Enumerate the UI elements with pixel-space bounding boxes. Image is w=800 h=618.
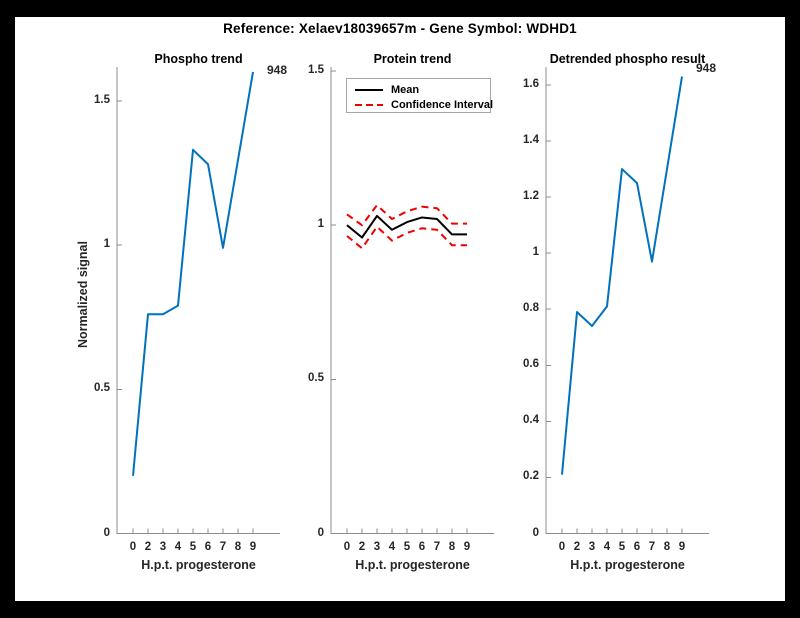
x-tick-label: 7	[219, 541, 227, 553]
subplot-title-protein-trend: Protein trend	[373, 52, 452, 66]
x-tick-label: 0	[129, 541, 137, 553]
x-tick-label: 7	[648, 541, 656, 553]
y-tick-label: 1	[532, 246, 539, 259]
x-axis-label-detrended: H.p.t. progesterone	[570, 558, 685, 572]
legend-label-confidence-interval: Confidence Interval	[391, 98, 494, 111]
legend-label-mean: Mean	[391, 83, 420, 96]
y-tick-label: 1.5	[308, 64, 324, 76]
x-tick-label: 5	[618, 541, 626, 553]
axis-spines	[116, 67, 280, 534]
point-count-annotation-detrended: 948	[696, 61, 717, 75]
legend-entry-mean: Mean	[355, 82, 490, 97]
y-tick-label: 0	[103, 526, 110, 539]
x-tick-label: 6	[418, 541, 426, 553]
subplot-title-detrended-result: Detrended phospho result	[549, 52, 706, 66]
y-axis-label: Normalized signal	[76, 241, 90, 348]
x-tick-label: 2	[358, 541, 366, 553]
figure-title: Reference: Xelaev18039657m - Gene Symbol…	[223, 21, 577, 36]
x-tick-label: 2	[573, 541, 581, 553]
charts-canvas	[116, 67, 709, 534]
x-tick-label: 6	[204, 541, 212, 553]
series-line	[561, 76, 683, 475]
y-tick-label: 0.5	[94, 382, 110, 395]
y-tick-label: 1	[317, 218, 324, 231]
mean-line-swatch	[355, 88, 383, 91]
y-tick-label: 1.4	[523, 134, 539, 146]
y-tick-label: 0.5	[308, 372, 324, 385]
x-tick-label: 6	[633, 541, 641, 553]
x-tick-label: 8	[663, 541, 671, 553]
y-tick-label: 1.5	[94, 93, 110, 106]
series-line	[346, 225, 467, 250]
legend-entry-confidence-interval: Confidence Interval	[355, 97, 494, 112]
axis-spines	[330, 67, 494, 534]
x-tick-label: 0	[343, 541, 351, 553]
series-line	[346, 204, 467, 227]
y-tick-label: 0.4	[523, 414, 539, 427]
x-tick-label: 9	[463, 541, 471, 553]
x-tick-label: 5	[189, 541, 197, 553]
x-tick-label: 9	[249, 541, 257, 553]
x-tick-label: 3	[159, 541, 167, 553]
point-count-annotation-phospho: 948	[267, 63, 288, 77]
series-line	[132, 71, 254, 476]
y-tick-label: 1.6	[523, 77, 539, 90]
x-axis-label-phospho: H.p.t. progesterone	[141, 558, 256, 572]
x-tick-label: 5	[403, 541, 411, 553]
subplot-title-phospho-trend: Phospho trend	[154, 52, 243, 66]
y-tick-label: 0.2	[523, 470, 539, 483]
y-tick-label: 0.6	[523, 358, 539, 371]
x-tick-label: 3	[373, 541, 381, 553]
x-tick-label: 2	[144, 541, 152, 553]
ci-line-swatch	[355, 103, 383, 106]
legend: Mean Confidence Interval	[346, 78, 494, 113]
y-tick-label: 0	[532, 526, 539, 539]
x-tick-label: 8	[448, 541, 456, 553]
x-tick-label: 4	[603, 541, 611, 553]
x-axis-label-protein: H.p.t. progesterone	[355, 558, 470, 572]
x-tick-label: 7	[433, 541, 441, 553]
x-tick-label: 4	[388, 541, 396, 553]
x-tick-label: 3	[588, 541, 596, 553]
y-tick-label: 1.2	[523, 190, 539, 203]
figure-canvas: Reference: Xelaev18039657m - Gene Symbol…	[15, 17, 785, 601]
axis-spines	[545, 67, 709, 534]
y-tick-label: 0	[317, 526, 324, 539]
x-tick-label: 8	[234, 541, 242, 553]
x-tick-label: 0	[558, 541, 566, 553]
series-line	[346, 214, 467, 239]
y-tick-label: 0.8	[523, 302, 539, 315]
y-tick-label: 1	[103, 238, 110, 250]
x-tick-label: 4	[174, 541, 182, 553]
x-tick-label: 9	[678, 541, 686, 553]
